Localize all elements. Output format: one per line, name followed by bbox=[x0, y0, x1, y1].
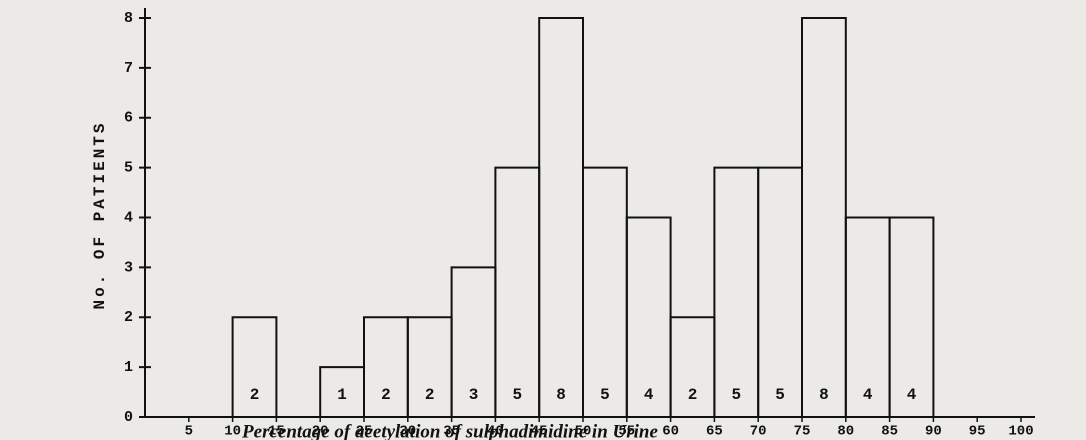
x-tick-label: 20 bbox=[312, 424, 329, 440]
x-tick-label: 55 bbox=[618, 424, 635, 440]
bar-label: 3 bbox=[469, 386, 479, 404]
y-tick-label: 2 bbox=[124, 309, 133, 326]
bar bbox=[888, 216, 935, 418]
bar-label: 2 bbox=[425, 386, 435, 404]
bar-label: 1 bbox=[337, 386, 347, 404]
bar-label: 4 bbox=[863, 386, 873, 404]
x-tick-label: 45 bbox=[531, 424, 548, 440]
x-tick-label: 90 bbox=[925, 424, 942, 440]
bar-label: 8 bbox=[556, 386, 566, 404]
x-tick-label: 85 bbox=[881, 424, 898, 440]
y-axis-label: No. OF PATIENTS bbox=[91, 120, 109, 309]
x-tick-label: 10 bbox=[224, 424, 241, 440]
x-tick-label: 25 bbox=[356, 424, 373, 440]
x-tick-label: 80 bbox=[837, 424, 854, 440]
y-tick-label: 7 bbox=[124, 60, 133, 77]
bar bbox=[231, 316, 278, 418]
y-tick-label: 4 bbox=[124, 209, 133, 226]
bar-label: 5 bbox=[731, 386, 741, 404]
y-tick-label: 8 bbox=[124, 10, 133, 27]
x-tick-label: 50 bbox=[575, 424, 592, 440]
bar-label: 5 bbox=[600, 386, 610, 404]
x-tick-label: 95 bbox=[969, 424, 986, 440]
x-tick-label: 5 bbox=[185, 424, 193, 440]
y-tick-label: 6 bbox=[124, 110, 133, 127]
bar-label: 4 bbox=[644, 386, 654, 404]
x-tick-label: 75 bbox=[794, 424, 811, 440]
y-tick-label: 5 bbox=[124, 160, 133, 177]
bar-label: 4 bbox=[907, 386, 917, 404]
x-tick-label: 40 bbox=[487, 424, 504, 440]
bar-label: 8 bbox=[819, 386, 829, 404]
x-tick-label: 15 bbox=[268, 424, 285, 440]
x-axis-label: Percentage of acetylation of sulphadimid… bbox=[241, 421, 658, 440]
x-tick-label: 65 bbox=[706, 424, 723, 440]
bar-label: 5 bbox=[512, 386, 522, 404]
x-tick-label: 60 bbox=[662, 424, 679, 440]
y-tick-label: 3 bbox=[124, 259, 133, 276]
bar-label: 2 bbox=[688, 386, 698, 404]
bar-label: 2 bbox=[250, 386, 260, 404]
x-tick-label: 70 bbox=[750, 424, 767, 440]
x-tick-label: 30 bbox=[399, 424, 416, 440]
y-tick-label: 0 bbox=[124, 409, 133, 426]
x-tick-label: 35 bbox=[443, 424, 460, 440]
y-tick-label: 1 bbox=[124, 359, 133, 376]
bar-label: 2 bbox=[381, 386, 391, 404]
bar-label: 5 bbox=[775, 386, 785, 404]
x-tick-label: 100 bbox=[1008, 424, 1033, 440]
